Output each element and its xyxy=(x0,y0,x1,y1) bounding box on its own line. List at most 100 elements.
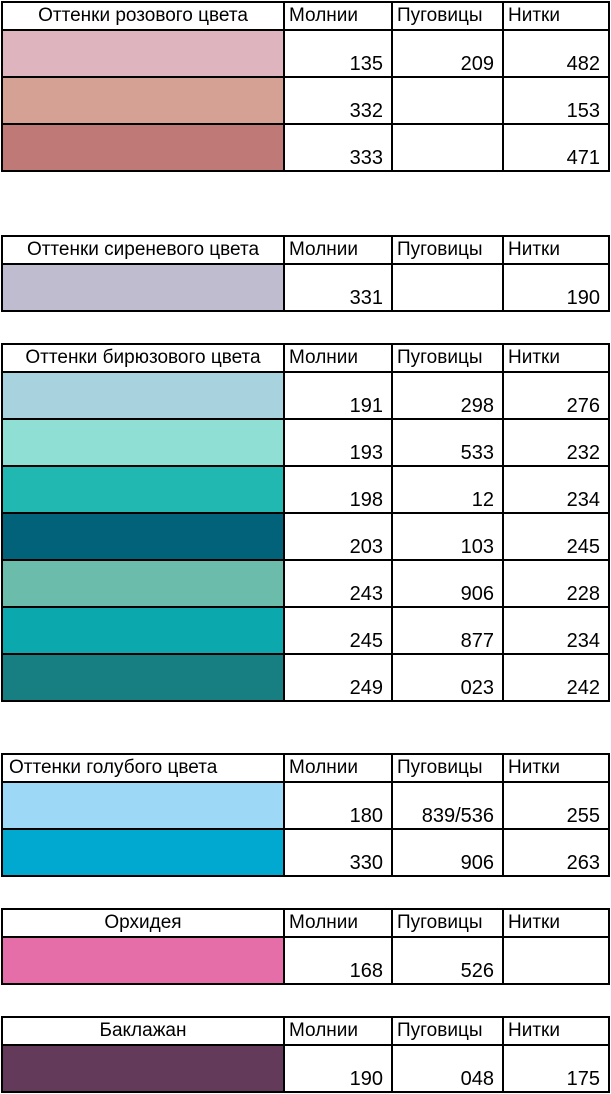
zipper-code: 243 xyxy=(283,559,393,608)
header-zippers: Молнии xyxy=(283,1,393,31)
button-code xyxy=(391,263,504,312)
thread-code: 234 xyxy=(502,606,610,655)
table-header-row: Оттенки бирюзового цвета Молнии Пуговицы… xyxy=(1,343,610,373)
eggplant-table: Баклажан Молнии Пуговицы Нитки 190 048 1… xyxy=(1,1016,610,1093)
header-threads: Нитки xyxy=(502,908,610,938)
thread-code: 482 xyxy=(502,29,610,78)
header-zippers: Молнии xyxy=(283,343,393,373)
table-row: 245 877 234 xyxy=(1,606,610,655)
header-buttons: Пуговицы xyxy=(391,235,504,265)
button-code xyxy=(391,123,504,172)
thread-code: 175 xyxy=(502,1044,610,1093)
button-code: 906 xyxy=(391,828,504,877)
table-row: 243 906 228 xyxy=(1,559,610,608)
header-buttons: Пуговицы xyxy=(391,1,504,31)
thread-code: 245 xyxy=(502,512,610,561)
table-row: 331 190 xyxy=(1,263,610,312)
zipper-code: 331 xyxy=(283,263,393,312)
zipper-code: 180 xyxy=(283,781,393,830)
color-swatch xyxy=(1,123,285,172)
table-row: 330 906 263 xyxy=(1,828,610,877)
color-swatch xyxy=(1,29,285,78)
table-header-row: Баклажан Молнии Пуговицы Нитки xyxy=(1,1016,610,1046)
zipper-code: 332 xyxy=(283,76,393,125)
thread-code xyxy=(502,936,610,985)
color-swatch xyxy=(1,76,285,125)
color-swatch xyxy=(1,936,285,985)
header-threads: Нитки xyxy=(502,1,610,31)
header-threads: Нитки xyxy=(502,753,610,783)
table-header-row: Оттенки розового цвета Молнии Пуговицы Н… xyxy=(1,1,610,31)
button-code: 526 xyxy=(391,936,504,985)
header-zippers: Молнии xyxy=(283,1016,393,1046)
table-title: Оттенки сиреневого цвета xyxy=(1,235,285,265)
color-swatch xyxy=(1,828,285,877)
thread-code: 153 xyxy=(502,76,610,125)
light-blue-shades-table: Оттенки голубого цвета Молнии Пуговицы Н… xyxy=(1,753,610,877)
color-swatch xyxy=(1,653,285,702)
turquoise-shades-table: Оттенки бирюзового цвета Молнии Пуговицы… xyxy=(1,343,610,702)
button-code: 877 xyxy=(391,606,504,655)
table-row: 193 533 232 xyxy=(1,418,610,467)
thread-code: 276 xyxy=(502,371,610,420)
header-threads: Нитки xyxy=(502,343,610,373)
color-swatch xyxy=(1,512,285,561)
button-code: 103 xyxy=(391,512,504,561)
table-title: Баклажан xyxy=(1,1016,285,1046)
thread-code: 255 xyxy=(502,781,610,830)
table-header-row: Оттенки сиреневого цвета Молнии Пуговицы… xyxy=(1,235,610,265)
zipper-code: 333 xyxy=(283,123,393,172)
zipper-code: 190 xyxy=(283,1044,393,1093)
thread-code: 471 xyxy=(502,123,610,172)
button-code xyxy=(391,76,504,125)
table-row: 198 12 234 xyxy=(1,465,610,514)
header-buttons: Пуговицы xyxy=(391,753,504,783)
thread-code: 232 xyxy=(502,418,610,467)
header-threads: Нитки xyxy=(502,235,610,265)
button-code: 209 xyxy=(391,29,504,78)
zipper-code: 191 xyxy=(283,371,393,420)
color-swatch xyxy=(1,781,285,830)
button-code: 839/536 xyxy=(391,781,504,830)
zipper-code: 249 xyxy=(283,653,393,702)
color-swatch xyxy=(1,371,285,420)
header-zippers: Молнии xyxy=(283,235,393,265)
button-code: 12 xyxy=(391,465,504,514)
color-swatch xyxy=(1,559,285,608)
color-swatch xyxy=(1,606,285,655)
zipper-code: 245 xyxy=(283,606,393,655)
color-swatch xyxy=(1,263,285,312)
thread-code: 228 xyxy=(502,559,610,608)
zipper-code: 135 xyxy=(283,29,393,78)
zipper-code: 203 xyxy=(283,512,393,561)
thread-code: 263 xyxy=(502,828,610,877)
color-swatch xyxy=(1,1044,285,1093)
thread-code: 190 xyxy=(502,263,610,312)
table-row: 203 103 245 xyxy=(1,512,610,561)
table-row: 180 839/536 255 xyxy=(1,781,610,830)
table-title: Оттенки бирюзового цвета xyxy=(1,343,285,373)
lilac-shades-table: Оттенки сиреневого цвета Молнии Пуговицы… xyxy=(1,235,610,312)
header-zippers: Молнии xyxy=(283,908,393,938)
table-row: 135 209 482 xyxy=(1,29,610,78)
button-code: 906 xyxy=(391,559,504,608)
table-header-row: Оттенки голубого цвета Молнии Пуговицы Н… xyxy=(1,753,610,783)
table-row: 191 298 276 xyxy=(1,371,610,420)
orchid-table: Орхидея Молнии Пуговицы Нитки 168 526 xyxy=(1,908,610,985)
button-code: 023 xyxy=(391,653,504,702)
pink-shades-table: Оттенки розового цвета Молнии Пуговицы Н… xyxy=(1,1,610,172)
zipper-code: 168 xyxy=(283,936,393,985)
table-title: Орхидея xyxy=(1,908,285,938)
header-buttons: Пуговицы xyxy=(391,343,504,373)
table-title: Оттенки розового цвета xyxy=(1,1,285,31)
thread-code: 234 xyxy=(502,465,610,514)
thread-code: 242 xyxy=(502,653,610,702)
button-code: 048 xyxy=(391,1044,504,1093)
zipper-code: 330 xyxy=(283,828,393,877)
header-buttons: Пуговицы xyxy=(391,908,504,938)
table-row: 249 023 242 xyxy=(1,653,610,702)
color-swatch xyxy=(1,418,285,467)
button-code: 533 xyxy=(391,418,504,467)
table-title: Оттенки голубого цвета xyxy=(1,753,285,783)
